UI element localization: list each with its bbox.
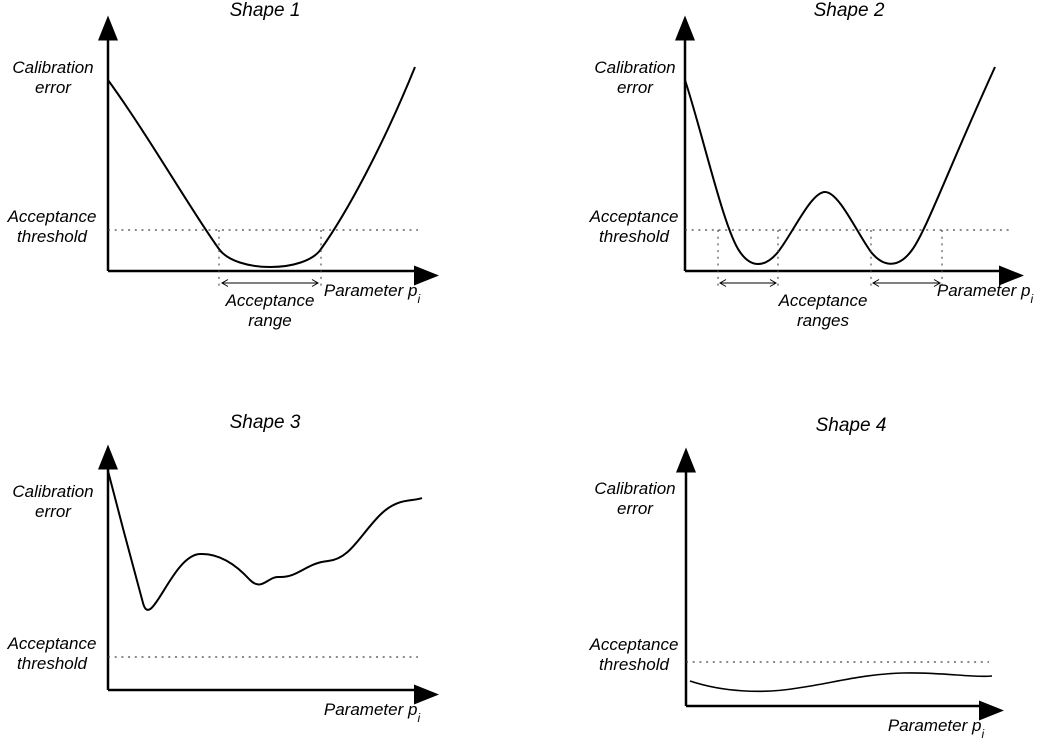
svg-text:Calibration: Calibration xyxy=(594,479,675,498)
svg-text:Shape 4: Shape 4 xyxy=(816,415,887,436)
svg-text:Acceptance: Acceptance xyxy=(589,635,679,654)
svg-text:Acceptance: Acceptance xyxy=(7,634,97,653)
svg-text:Calibration: Calibration xyxy=(12,58,93,77)
svg-text:Parameter pi: Parameter pi xyxy=(324,281,421,306)
svg-text:Parameter pi: Parameter pi xyxy=(937,281,1034,306)
svg-text:threshold: threshold xyxy=(17,227,87,246)
svg-text:ranges: ranges xyxy=(797,311,849,330)
svg-text:Acceptance: Acceptance xyxy=(225,291,315,310)
svg-text:Calibration: Calibration xyxy=(12,482,93,501)
svg-text:error: error xyxy=(35,78,72,97)
svg-text:Calibration: Calibration xyxy=(594,58,675,77)
svg-text:threshold: threshold xyxy=(599,227,669,246)
svg-text:Shape 2: Shape 2 xyxy=(814,0,885,21)
svg-text:threshold: threshold xyxy=(17,654,87,673)
svg-text:Parameter pi: Parameter pi xyxy=(324,700,421,725)
svg-text:error: error xyxy=(617,78,654,97)
svg-text:Parameter pi: Parameter pi xyxy=(888,716,985,740)
svg-text:Acceptance: Acceptance xyxy=(7,207,97,226)
svg-text:threshold: threshold xyxy=(599,655,669,674)
svg-text:Acceptance: Acceptance xyxy=(778,291,868,310)
svg-text:error: error xyxy=(617,499,654,518)
svg-text:Shape 1: Shape 1 xyxy=(230,0,301,21)
svg-text:error: error xyxy=(35,502,72,521)
svg-text:range: range xyxy=(248,311,291,330)
svg-text:Shape 3: Shape 3 xyxy=(230,412,301,433)
svg-text:Acceptance: Acceptance xyxy=(589,207,679,226)
